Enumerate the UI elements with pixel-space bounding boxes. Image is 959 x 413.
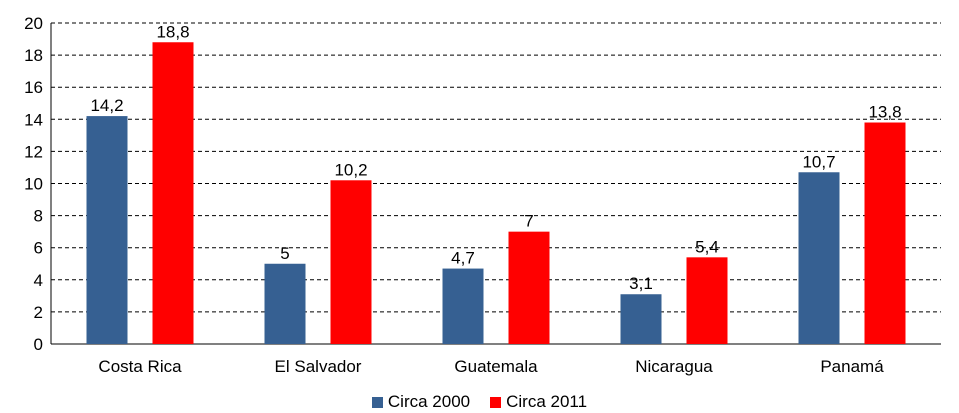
legend-item-circa-2000: Circa 2000 (371, 392, 471, 412)
x-tick-label-4: Panamá (820, 357, 884, 376)
bar-el-salvador-series-1 (330, 180, 372, 344)
x-tick-label-1: El Salvador (275, 357, 362, 376)
y-tick-label-14: 14 (24, 110, 43, 129)
bar-panam--series-0 (798, 172, 840, 344)
bar-panam--series-1 (864, 122, 906, 344)
legend: Circa 2000 Circa 2011 (0, 392, 959, 412)
x-tick-label-2: Guatemala (454, 357, 538, 376)
y-tick-label-10: 10 (24, 175, 43, 194)
data-label-panam--series-0: 10,7 (802, 152, 835, 171)
bar-guatemala-series-0 (442, 268, 484, 344)
data-label-nicaragua-series-0: 3,1 (629, 274, 653, 293)
y-tick-label-20: 20 (24, 14, 43, 33)
y-tick-label-2: 2 (34, 303, 43, 322)
data-label-el-salvador-series-1: 10,2 (334, 160, 367, 179)
data-label-costa-rica-series-0: 14,2 (90, 96, 123, 115)
y-tick-label-0: 0 (34, 335, 43, 354)
legend-swatch-circa-2000 (371, 396, 383, 408)
x-tick-label-0: Costa Rica (98, 357, 182, 376)
y-tick-label-16: 16 (24, 78, 43, 97)
bar-chart: 0 2 4 6 8 10 12 14 16 18 20 14,2 18,8 Costa Rica 5 10,2… (24, 14, 941, 376)
data-label-el-salvador-series-0: 5 (280, 244, 289, 263)
x-tick-label-3: Nicaragua (635, 357, 713, 376)
bar-el-salvador-series-0 (264, 263, 306, 344)
bar-costa-rica-series-0 (86, 116, 128, 344)
y-tick-label-6: 6 (34, 239, 43, 258)
bar-nicaragua-series-0 (620, 294, 662, 344)
data-label-panam--series-1: 13,8 (868, 103, 901, 122)
bar-guatemala-series-1 (508, 231, 550, 344)
data-label-guatemala-series-0: 4,7 (451, 249, 475, 268)
bar-costa-rica-series-1 (152, 42, 194, 344)
data-label-costa-rica-series-1: 18,8 (156, 22, 189, 41)
data-label-guatemala-series-1: 7 (524, 212, 533, 231)
y-tick-label-18: 18 (24, 46, 43, 65)
bar-nicaragua-series-1 (686, 257, 728, 344)
legend-label-circa-2011: Circa 2011 (506, 392, 588, 411)
y-tick-label-12: 12 (24, 142, 43, 161)
y-tick-label-4: 4 (34, 271, 43, 290)
legend-item-circa-2011: Circa 2011 (490, 392, 587, 412)
y-tick-label-8: 8 (34, 207, 43, 226)
legend-swatch-circa-2011 (490, 396, 502, 408)
legend-label-circa-2000: Circa 2000 (387, 392, 471, 411)
data-label-nicaragua-series-1: 5,4 (695, 237, 719, 256)
